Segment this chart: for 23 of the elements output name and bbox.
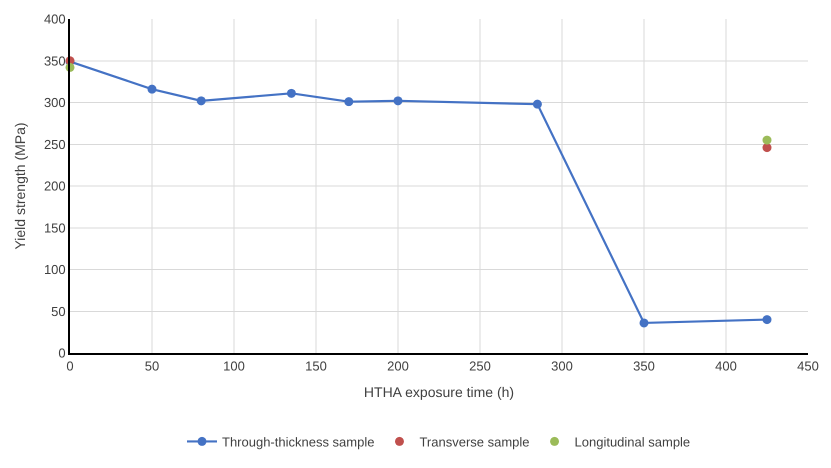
x-tick-label: 100 (223, 358, 245, 374)
y-tick-label: 50 (51, 304, 66, 319)
x-tick-label: 200 (387, 358, 409, 374)
x-tick-label: 400 (715, 358, 737, 374)
legend-label: Transverse sample (419, 434, 530, 450)
x-tick-label: 300 (551, 358, 573, 374)
x-tick-label: 450 (797, 358, 819, 374)
y-tick-label: 0 (58, 346, 66, 361)
legend-label: Through-thickness sample (222, 434, 374, 450)
x-tick-label: 150 (305, 358, 327, 374)
y-tick-label: 150 (44, 220, 66, 236)
y-tick-label: 100 (44, 262, 66, 278)
x-tick-label: 50 (144, 358, 160, 374)
y-tick-label: 400 (44, 12, 66, 27)
y-tick-label: 300 (44, 95, 66, 110)
y-tick-label: 250 (44, 136, 66, 152)
y-tick-label: 350 (44, 53, 66, 68)
x-tick-label: 350 (633, 358, 655, 374)
y-tick-label: 200 (44, 178, 66, 194)
x-axis-title: HTHA exposure time (h) (364, 384, 514, 400)
y-axis-title: Yield strength (MPa) (12, 122, 28, 250)
x-tick-label: 250 (469, 358, 491, 374)
legend-label: Longitudinal sample (574, 434, 690, 450)
